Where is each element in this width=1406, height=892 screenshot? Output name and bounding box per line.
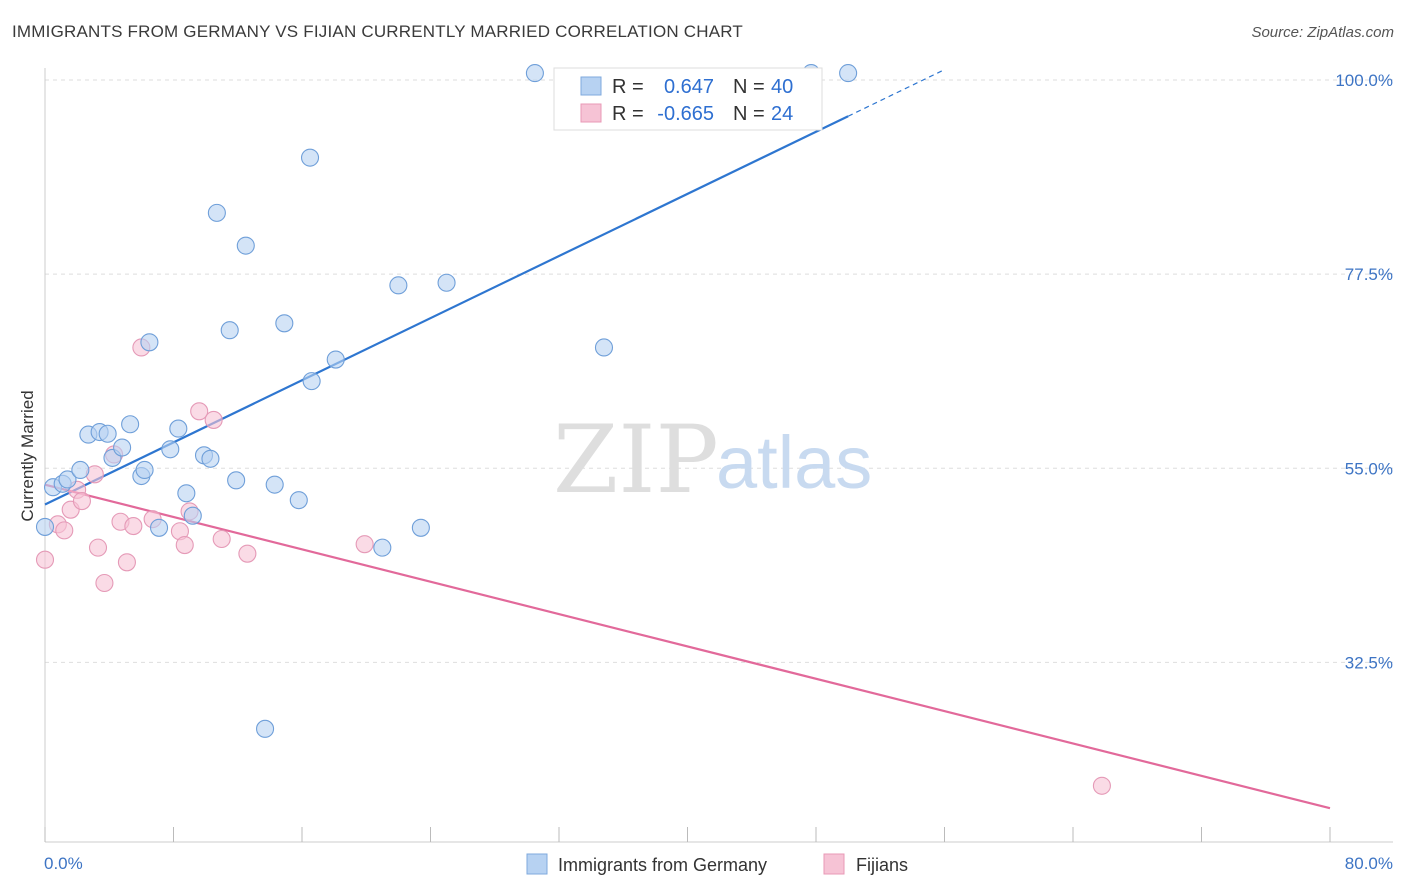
fijians-point-21 [238,544,257,563]
germany-point-33 [389,276,408,295]
x-tick-label-min: 0.0% [44,854,83,873]
chart-title: IMMIGRANTS FROM GERMANY VS FIJIAN CURREN… [12,22,744,41]
fijians-series-label: Fijians [856,855,908,875]
germany-point-30 [302,372,321,391]
germany-point-34 [411,518,430,537]
fijians-point-12 [124,517,143,536]
germany-series-label: Immigrants from Germany [558,855,767,875]
fijians-point-11 [117,553,136,572]
y-tick-label-0: 32.5% [1345,653,1393,672]
germany-point-16 [169,419,188,438]
germany-legend-swatch [580,76,602,96]
germany-point-25 [256,719,275,738]
gridlines [45,79,1393,663]
fijians-trend-line [44,483,1331,810]
germany-point-13 [140,333,159,352]
fijians-point-2 [55,521,74,540]
axes [44,68,1393,843]
trend-lines [44,69,1331,810]
germany-point-22 [220,321,239,340]
germany-point-15 [161,440,180,459]
fijians-point-7 [88,538,108,557]
germany-point-32 [373,538,392,557]
germany-point-23 [227,471,246,490]
fijians-point-23 [1092,776,1111,795]
x-tick-label-max: 80.0% [1345,854,1393,873]
germany-point-35 [437,273,456,292]
germany-point-18 [183,506,202,525]
fijians-legend-swatch [580,103,602,123]
germany-point-12 [135,460,154,480]
germany-point-20 [201,449,220,468]
germany-point-14 [149,518,169,537]
germany-point-0 [35,517,55,536]
y-axis-title: Currently Married [18,390,37,521]
fijians-point-5 [72,491,91,511]
fijians-point-22 [355,535,374,554]
germany-point-36 [525,64,544,83]
germany-point-3 [58,470,77,489]
fijians-n-label: N = [733,103,765,125]
fijians-point-0 [35,550,55,569]
germany-point-31 [326,350,345,369]
germany-trend-extension [847,69,945,117]
germany-point-10 [121,415,140,434]
source-credit: Source: ZipAtlas.com [1251,24,1394,41]
series-legend: Immigrants from Germany Fijians [526,853,908,875]
fijians-point-16 [175,535,194,555]
germany-point-28 [289,491,308,510]
watermark-atlas: atlas [716,421,872,504]
germany-point-9 [113,438,132,457]
stats-legend: R = 0.647 N = 40 R = -0.665 N = 24 [553,67,823,131]
germany-trend-line [44,115,849,506]
germany-point-21 [207,203,226,222]
germany-point-39 [839,64,858,83]
germany-point-24 [236,236,255,255]
germany-point-29 [300,148,320,167]
y-tick-labels: 32.5% 55.0% 77.5% 100.0% [1335,71,1393,672]
germany-point-4 [71,460,90,480]
y-tick-label-3: 100.0% [1335,71,1393,90]
germany-point-37 [594,338,614,357]
germany-series-swatch [526,853,548,875]
germany-n-value: 40 [771,76,793,98]
germany-point-7 [98,424,117,443]
germany-n-label: N = [733,76,765,98]
germany-point-26 [265,475,284,494]
germany-points [35,64,858,738]
fijians-n-value: 24 [771,103,793,125]
fijians-point-8 [95,573,114,593]
fijians-point-19 [204,410,223,429]
germany-point-17 [177,484,196,503]
fijians-point-20 [212,529,231,549]
fijians-series-swatch [823,853,845,875]
y-tick-label-1: 55.0% [1345,459,1393,478]
y-tick-label-2: 77.5% [1345,265,1393,284]
germany-r-label: R = [612,76,644,98]
fijians-point-18 [190,402,209,421]
fijians-r-value: -0.665 [657,103,714,125]
watermark-zip: ZIP [553,406,719,515]
germany-point-27 [275,314,294,333]
germany-r-value: 0.647 [664,76,714,98]
fijians-r-label: R = [612,103,644,125]
